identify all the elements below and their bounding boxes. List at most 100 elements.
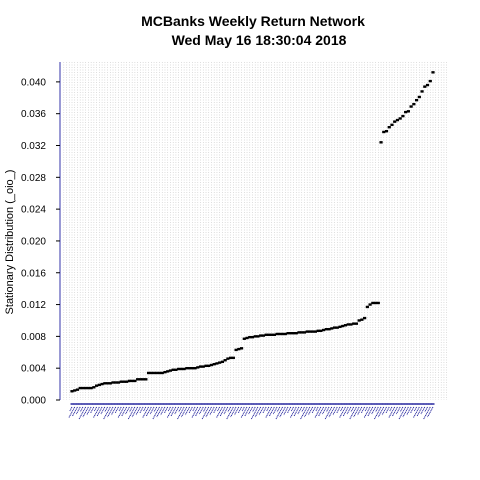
x-tick-label xyxy=(241,406,245,412)
x-tick-label xyxy=(424,406,428,413)
data-point xyxy=(300,331,304,334)
data-point xyxy=(226,357,230,360)
data-point xyxy=(204,364,208,367)
x-tick-label xyxy=(252,406,256,413)
x-tick-label xyxy=(234,406,240,416)
x-tick-label xyxy=(304,406,311,418)
x-tick-label xyxy=(336,406,341,414)
x-tick-label xyxy=(346,406,352,415)
x-tick-label xyxy=(412,406,420,419)
data-point xyxy=(174,368,178,371)
x-tick-label xyxy=(227,406,232,413)
x-tick-label xyxy=(265,406,273,419)
data-point xyxy=(398,117,402,120)
y-tick-label: 0.012 xyxy=(21,300,46,311)
data-point xyxy=(401,114,405,118)
data-point xyxy=(130,379,134,383)
x-tick-label xyxy=(363,406,371,419)
data-point xyxy=(376,301,380,305)
data-point xyxy=(352,322,356,325)
x-tick-label xyxy=(339,406,346,419)
chart-subtitle: Wed May 16 18:30:04 2018 xyxy=(172,32,347,48)
data-point xyxy=(168,369,173,372)
y-tick-label: 0.004 xyxy=(21,364,46,375)
data-point xyxy=(89,386,93,390)
data-point xyxy=(409,105,413,108)
x-tick-label xyxy=(375,406,379,413)
x-tick-label xyxy=(364,406,368,412)
data-point xyxy=(297,331,301,334)
y-tick-label: 0.020 xyxy=(21,236,46,247)
y-axis-label: Stationary Distribution (_oio_) xyxy=(4,170,16,315)
x-tick-label xyxy=(110,406,117,416)
x-tick-label xyxy=(399,406,404,413)
grid-layer xyxy=(63,62,447,400)
x-tick-label xyxy=(213,406,218,414)
x-tick-label xyxy=(69,406,73,412)
x-tick-label xyxy=(374,406,382,420)
data-point xyxy=(179,367,183,371)
x-tick-label xyxy=(410,406,415,414)
data-point xyxy=(283,332,287,336)
data-point xyxy=(141,378,145,381)
data-point xyxy=(425,83,430,87)
data-point xyxy=(133,379,137,383)
data-point xyxy=(108,382,112,385)
x-tick-label xyxy=(269,406,275,417)
data-point xyxy=(193,366,197,370)
y-tick-label: 0.024 xyxy=(21,205,46,216)
x-tick-label xyxy=(121,406,128,417)
data-point xyxy=(177,367,181,371)
y-tick-label: 0.040 xyxy=(21,77,46,88)
data-point xyxy=(196,366,200,369)
x-tick-label xyxy=(145,406,152,417)
x-tick-label xyxy=(192,406,196,412)
x-tick-label xyxy=(104,406,108,413)
x-tick-label xyxy=(219,406,226,417)
x-tick-label xyxy=(72,406,78,417)
data-point xyxy=(308,330,312,333)
x-tick-label xyxy=(279,406,286,418)
data-point xyxy=(278,332,282,336)
data-point xyxy=(363,316,367,320)
data-point xyxy=(188,366,192,370)
x-tick-label xyxy=(360,406,366,414)
data-point xyxy=(84,386,88,390)
x-tick-label xyxy=(389,406,393,412)
data-point xyxy=(242,337,246,340)
data-point xyxy=(404,110,408,114)
data-point xyxy=(311,330,315,333)
data-point xyxy=(324,328,328,331)
x-tick-label xyxy=(377,406,385,418)
x-tick-label xyxy=(139,406,144,414)
data-point xyxy=(86,386,91,390)
x-tick-label xyxy=(90,406,95,414)
x-tick-label xyxy=(395,406,401,415)
data-point xyxy=(327,328,331,331)
data-point xyxy=(218,361,222,364)
data-point xyxy=(125,380,129,383)
x-tick-label xyxy=(262,406,267,414)
x-tick-label xyxy=(129,406,133,413)
data-point xyxy=(149,371,153,375)
data-point xyxy=(332,326,337,329)
x-tick-label xyxy=(68,406,76,419)
data-point xyxy=(166,370,170,373)
x-tick-label xyxy=(322,406,327,415)
x-tick-label xyxy=(289,406,297,419)
x-tick-label xyxy=(367,406,374,417)
data-point xyxy=(259,334,263,337)
data-point xyxy=(182,367,186,371)
x-tick-label xyxy=(324,406,333,420)
x-tick-label xyxy=(398,406,407,420)
data-point xyxy=(272,333,276,336)
data-point xyxy=(70,390,74,393)
data-point xyxy=(114,381,118,384)
data-point xyxy=(234,348,238,352)
x-tick-layer xyxy=(68,403,435,420)
x-tick-label xyxy=(272,406,278,415)
data-point xyxy=(152,371,156,375)
data-point xyxy=(157,371,162,375)
x-tick-label xyxy=(392,406,398,417)
x-tick-label xyxy=(427,406,434,418)
